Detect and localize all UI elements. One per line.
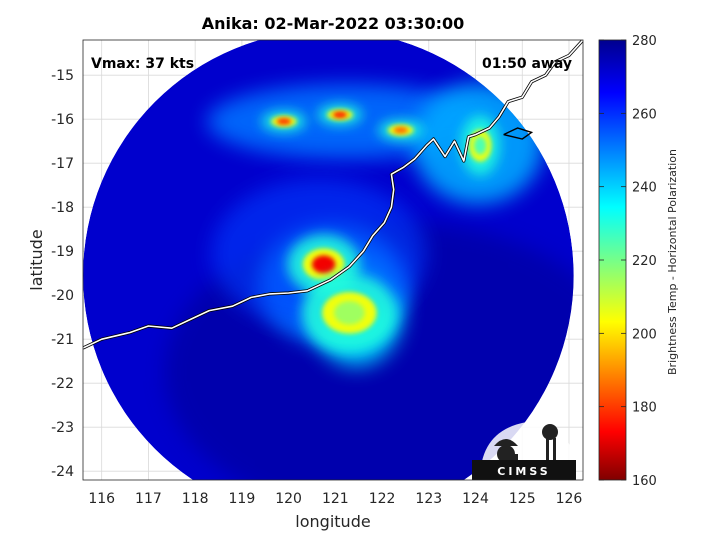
time-away-annotation: 01:50 away [482, 56, 572, 72]
y-tick-labels: -15 -16 -17 -18 -19 -20 -21 -22 -23 -24 [51, 68, 74, 480]
colorbar-tick: 200 [632, 327, 657, 342]
y-tick-label: -15 [51, 68, 74, 84]
convection-north-2 [317, 104, 363, 126]
colorbar-tick: 280 [632, 34, 657, 49]
x-tick-label: 123 [415, 491, 442, 507]
axes-frame [82, 39, 584, 481]
colorbar-tick: 240 [632, 181, 657, 196]
y-tick-label: -18 [51, 200, 74, 216]
convection-north-1 [261, 110, 307, 132]
colorbar-tick: 220 [632, 254, 657, 269]
x-tick-label: 120 [275, 491, 302, 507]
x-tick-label: 125 [509, 491, 536, 507]
rainband-south [301, 273, 397, 352]
x-tick-label: 126 [556, 491, 583, 507]
cimss-logo-text: CIMSS [497, 465, 550, 478]
y-axis-label: latitude [27, 229, 46, 290]
colorbar-tick-labels: 280 260 240 220 200 180 160 [599, 34, 657, 489]
chart-title: Anika: 02-Mar-2022 03:30:00 [201, 14, 465, 33]
x-tick-label: 118 [182, 491, 209, 507]
colorbar-label: Brightness Temp - Horizontal Polarizatio… [666, 149, 679, 375]
colorbar-tick: 160 [632, 474, 657, 489]
y-tick-label: -22 [51, 376, 74, 392]
colorbar-tick: 180 [632, 401, 657, 416]
x-tick-labels: 116 117 118 119 120 121 122 123 124 125 126 [88, 491, 582, 507]
cimss-logo: CIMSS [472, 421, 576, 480]
x-axis-label: longitude [295, 512, 370, 531]
convection-northeast [460, 115, 500, 176]
y-tick-label: -21 [51, 332, 74, 348]
x-tick-label: 116 [88, 491, 115, 507]
y-tick-label: -17 [51, 156, 74, 172]
x-tick-label: 119 [229, 491, 256, 507]
vmax-annotation: Vmax: 37 kts [91, 56, 194, 72]
y-tick-label: -19 [51, 244, 74, 260]
y-tick-label: -24 [51, 464, 74, 480]
coastline [83, 40, 583, 350]
x-tick-label: 117 [135, 491, 162, 507]
y-tick-label: -20 [51, 288, 74, 304]
x-tick-label: 122 [369, 491, 396, 507]
x-tick-label: 121 [322, 491, 349, 507]
y-tick-label: -16 [51, 112, 74, 128]
y-tick-label: -23 [51, 420, 74, 436]
convection-north-3 [378, 119, 424, 141]
colorbar-tick: 260 [632, 107, 657, 122]
x-tick-label: 124 [462, 491, 489, 507]
